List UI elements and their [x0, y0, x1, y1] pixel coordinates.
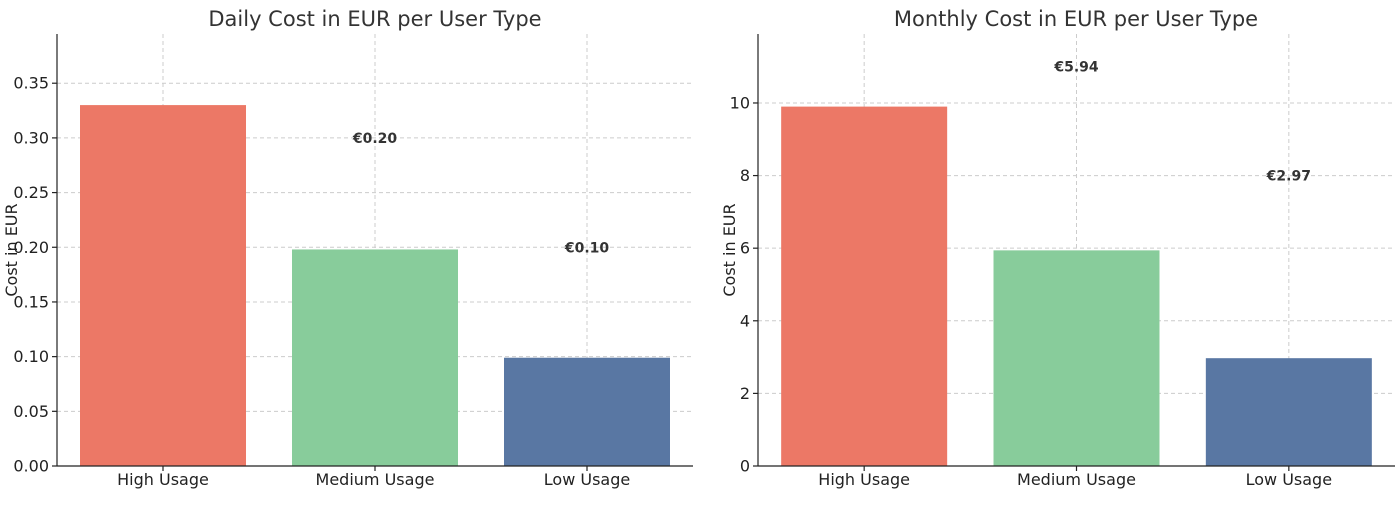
data-label: €0.20	[352, 131, 398, 147]
bar-low-usage	[1205, 358, 1372, 466]
y-tick-label: 0.15	[13, 292, 49, 311]
y-tick-label: 0.00	[13, 457, 49, 476]
bar-high-usage	[80, 105, 246, 466]
data-label: €5.94	[1053, 60, 1099, 76]
bar-low-usage	[504, 357, 670, 466]
y-tick-label: 4	[740, 311, 750, 330]
y-tick-label: 0.05	[13, 402, 49, 421]
chart-panel-0: 0.00 0.05 0.10 0.15 0.20 0.25 0.30 0.35 High Usa…	[2, 7, 693, 489]
bar-medium-usage	[993, 250, 1160, 466]
y-tick-label: 0.20	[13, 238, 49, 257]
chart-title: Daily Cost in EUR per User Type	[208, 7, 541, 31]
y-tick-label: 0.35	[13, 74, 49, 93]
x-tick-label: Low Usage	[544, 470, 630, 489]
data-label: €0.10	[564, 240, 610, 256]
x-tick-label: High Usage	[117, 470, 209, 489]
y-axis-label: Cost in EUR	[2, 203, 21, 296]
chart-title: Monthly Cost in EUR per User Type	[894, 7, 1258, 31]
bar-high-usage	[781, 106, 948, 466]
y-tick-label: 0	[740, 457, 750, 476]
y-tick-label: 8	[740, 166, 750, 185]
bar-medium-usage	[292, 249, 458, 466]
x-tick-label: Medium Usage	[316, 470, 435, 489]
y-tick-label: 0.10	[13, 347, 49, 366]
y-tick-label: 10	[730, 93, 750, 112]
y-axis-label: Cost in EUR	[720, 203, 739, 296]
chart-panel-1: 0 2 4 6 8 10 High Usage Medium Usage Low Usage €5…	[720, 7, 1395, 489]
data-label: €2.97	[1266, 169, 1311, 185]
y-tick-label: 0.30	[13, 128, 49, 147]
y-tick-label: 0.25	[13, 183, 49, 202]
y-tick-label: 6	[740, 239, 750, 258]
x-tick-label: High Usage	[818, 470, 910, 489]
x-tick-label: Low Usage	[1246, 470, 1332, 489]
y-tick-label: 2	[740, 384, 750, 403]
x-tick-label: Medium Usage	[1017, 470, 1136, 489]
